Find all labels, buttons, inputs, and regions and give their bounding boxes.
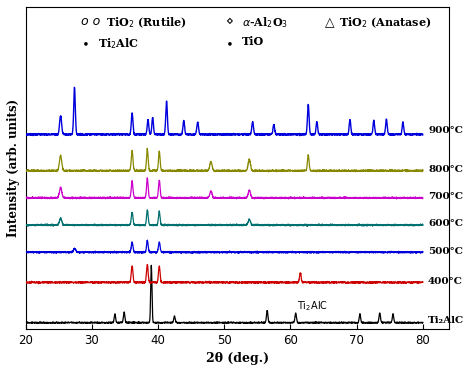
Text: $\bullet$: $\bullet$ [81,36,88,49]
X-axis label: 2θ (deg.): 2θ (deg.) [206,352,269,365]
Text: $\triangle$: $\triangle$ [322,15,336,29]
Text: $\bullet$: $\bullet$ [225,36,232,49]
Text: 900°C: 900°C [428,126,463,135]
Text: TiO$_2$ (Anatase): TiO$_2$ (Anatase) [339,15,431,30]
Text: Ti$_2$AlC: Ti$_2$AlC [297,299,328,312]
Text: TiO: TiO [242,36,264,47]
Text: 700°C: 700°C [428,192,463,201]
Text: 500°C: 500°C [428,247,463,256]
Text: 800°C: 800°C [428,165,463,174]
Text: $\alpha$-Al$_2$O$_3$: $\alpha$-Al$_2$O$_3$ [242,15,288,30]
Text: $\diamond$: $\diamond$ [225,15,234,28]
Text: Ti₂AlC: Ti₂AlC [428,316,464,325]
Y-axis label: Intensity (arb. units): Intensity (arb. units) [7,99,20,237]
Text: Ti$_2$AlC: Ti$_2$AlC [98,36,138,51]
Text: TiO$_2$ (Rutile): TiO$_2$ (Rutile) [106,15,187,30]
Text: o o: o o [81,15,100,28]
Text: 400°C: 400°C [428,277,463,286]
Text: 600°C: 600°C [428,219,463,228]
